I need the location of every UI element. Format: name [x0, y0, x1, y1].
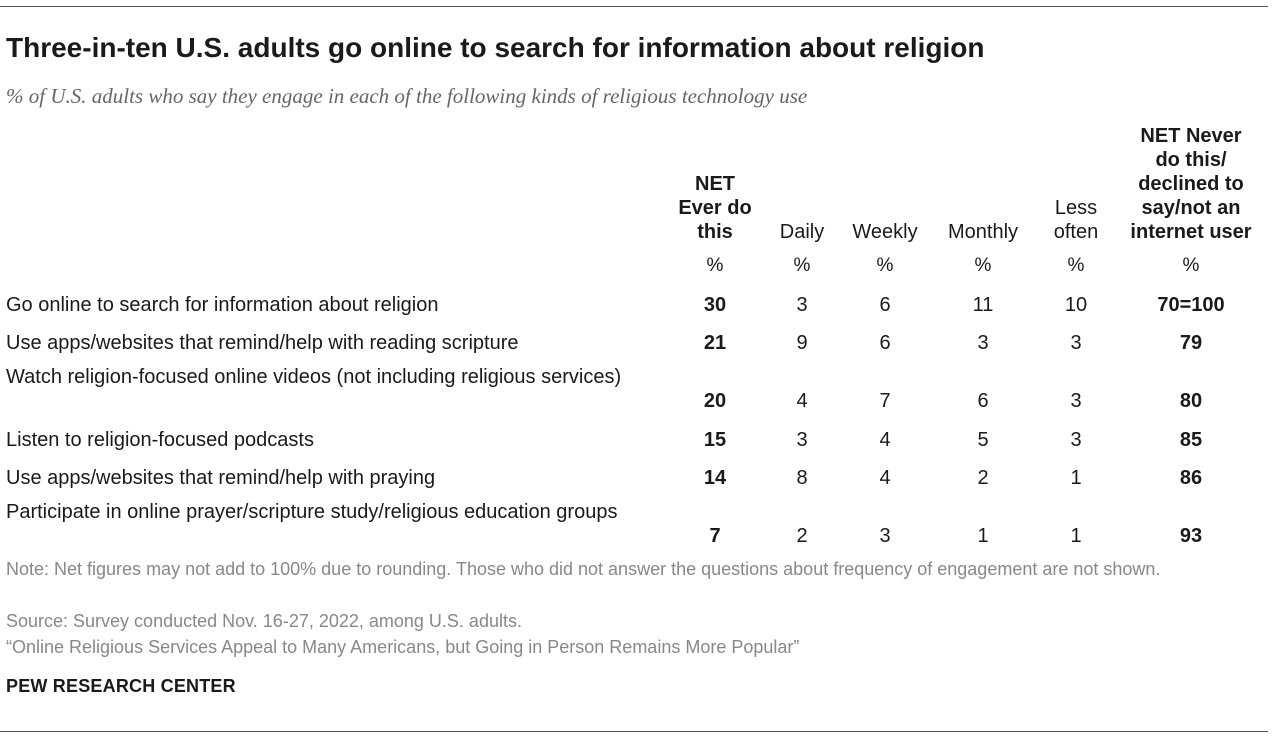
- cell-net-ever: 21: [703, 332, 727, 354]
- cell-net-ever: 14: [703, 467, 727, 489]
- cell-monthly: 1: [977, 525, 989, 547]
- unit-label-net-ever: %: [706, 255, 724, 276]
- cell-net-never: 79: [1179, 332, 1203, 354]
- column-header-less-often: Less often: [1001, 196, 1151, 244]
- row-label: Listen to religion-focused podcasts: [6, 429, 314, 451]
- column-header-line: NET Never: [1140, 125, 1242, 147]
- column-header-line: Weekly: [852, 221, 918, 243]
- note-text: Note: Net figures may not add to 100% du…: [6, 559, 1161, 579]
- cell-less-often: 3: [1070, 390, 1082, 412]
- unit-label-monthly: %: [974, 255, 992, 276]
- source-text: Source: Survey conducted Nov. 16-27, 202…: [6, 611, 522, 631]
- row-label: Watch religion-focused online videos (no…: [6, 366, 622, 388]
- column-header-line: do this/: [1155, 149, 1227, 171]
- cell-daily: 9: [796, 332, 808, 354]
- column-header-net-ever: NET Ever do this: [640, 172, 790, 244]
- cell-weekly: 4: [879, 467, 891, 489]
- unit-label-daily: %: [793, 255, 811, 276]
- row-label: Participate in online prayer/scripture s…: [6, 501, 618, 523]
- cell-daily: 2: [796, 525, 808, 547]
- cell-less-often: 3: [1070, 429, 1082, 451]
- cell-net-ever: 20: [703, 390, 727, 412]
- cell-daily: 8: [796, 467, 808, 489]
- cell-daily: 4: [796, 390, 808, 412]
- cell-net-never: 70=100: [1157, 294, 1225, 316]
- cell-less-often: 1: [1070, 467, 1082, 489]
- unit-label-less-often: %: [1067, 255, 1085, 276]
- cell-monthly: 5: [977, 429, 989, 451]
- cell-net-ever: 30: [703, 294, 727, 316]
- column-header-line: this: [697, 221, 733, 243]
- cell-monthly: 3: [977, 332, 989, 354]
- cell-weekly: 3: [879, 525, 891, 547]
- column-header-line: often: [1053, 221, 1099, 243]
- cell-net-never: 85: [1179, 429, 1203, 451]
- unit-label-weekly: %: [876, 255, 894, 276]
- row-label: Use apps/websites that remind/help with …: [6, 332, 519, 354]
- chart-title: Three-in-ten U.S. adults go online to se…: [6, 32, 985, 63]
- column-header-line: declined to: [1138, 173, 1244, 195]
- cell-monthly: 6: [977, 390, 989, 412]
- cell-net-ever: 15: [703, 429, 727, 451]
- top-rule: [0, 6, 1268, 7]
- column-header-line: Monthly: [947, 221, 1019, 243]
- cell-weekly: 7: [879, 390, 891, 412]
- cell-less-often: 1: [1070, 525, 1082, 547]
- cell-weekly: 6: [879, 294, 891, 316]
- row-label: Use apps/websites that remind/help with …: [6, 467, 436, 489]
- cell-daily: 3: [796, 429, 808, 451]
- cell-monthly: 2: [977, 467, 989, 489]
- chart-subtitle: % of U.S. adults who say they engage in …: [6, 84, 808, 108]
- column-header-line: Daily: [779, 221, 825, 243]
- brand-logo-text: PEW RESEARCH CENTER: [6, 676, 236, 696]
- cell-daily: 3: [796, 294, 808, 316]
- row-label: Go online to search for information abou…: [6, 294, 439, 316]
- column-header-line: Ever do: [678, 197, 752, 219]
- cell-net-never: 86: [1179, 467, 1203, 489]
- cell-weekly: 6: [879, 332, 891, 354]
- report-title-text: “Online Religious Services Appeal to Man…: [6, 637, 800, 657]
- column-header-weekly: Weekly: [810, 220, 960, 244]
- bottom-rule: [0, 731, 1268, 732]
- cell-weekly: 4: [879, 429, 891, 451]
- cell-less-often: 10: [1064, 294, 1088, 316]
- column-header-monthly: Monthly: [908, 220, 1058, 244]
- column-header-net-never: NET Never do this/declined to say/not an in…: [1116, 124, 1266, 244]
- cell-net-never: 80: [1179, 390, 1203, 412]
- column-header-line: Less: [1054, 197, 1098, 219]
- column-header-line: say/not an: [1141, 197, 1241, 219]
- cell-net-never: 93: [1179, 525, 1203, 547]
- cell-less-often: 3: [1070, 332, 1082, 354]
- column-header-line: internet user: [1130, 221, 1252, 243]
- cell-net-ever: 7: [709, 525, 721, 547]
- column-header-daily: Daily: [727, 220, 877, 244]
- cell-monthly: 11: [972, 294, 994, 316]
- column-header-line: NET: [695, 173, 735, 195]
- unit-label-net-never: %: [1182, 255, 1200, 276]
